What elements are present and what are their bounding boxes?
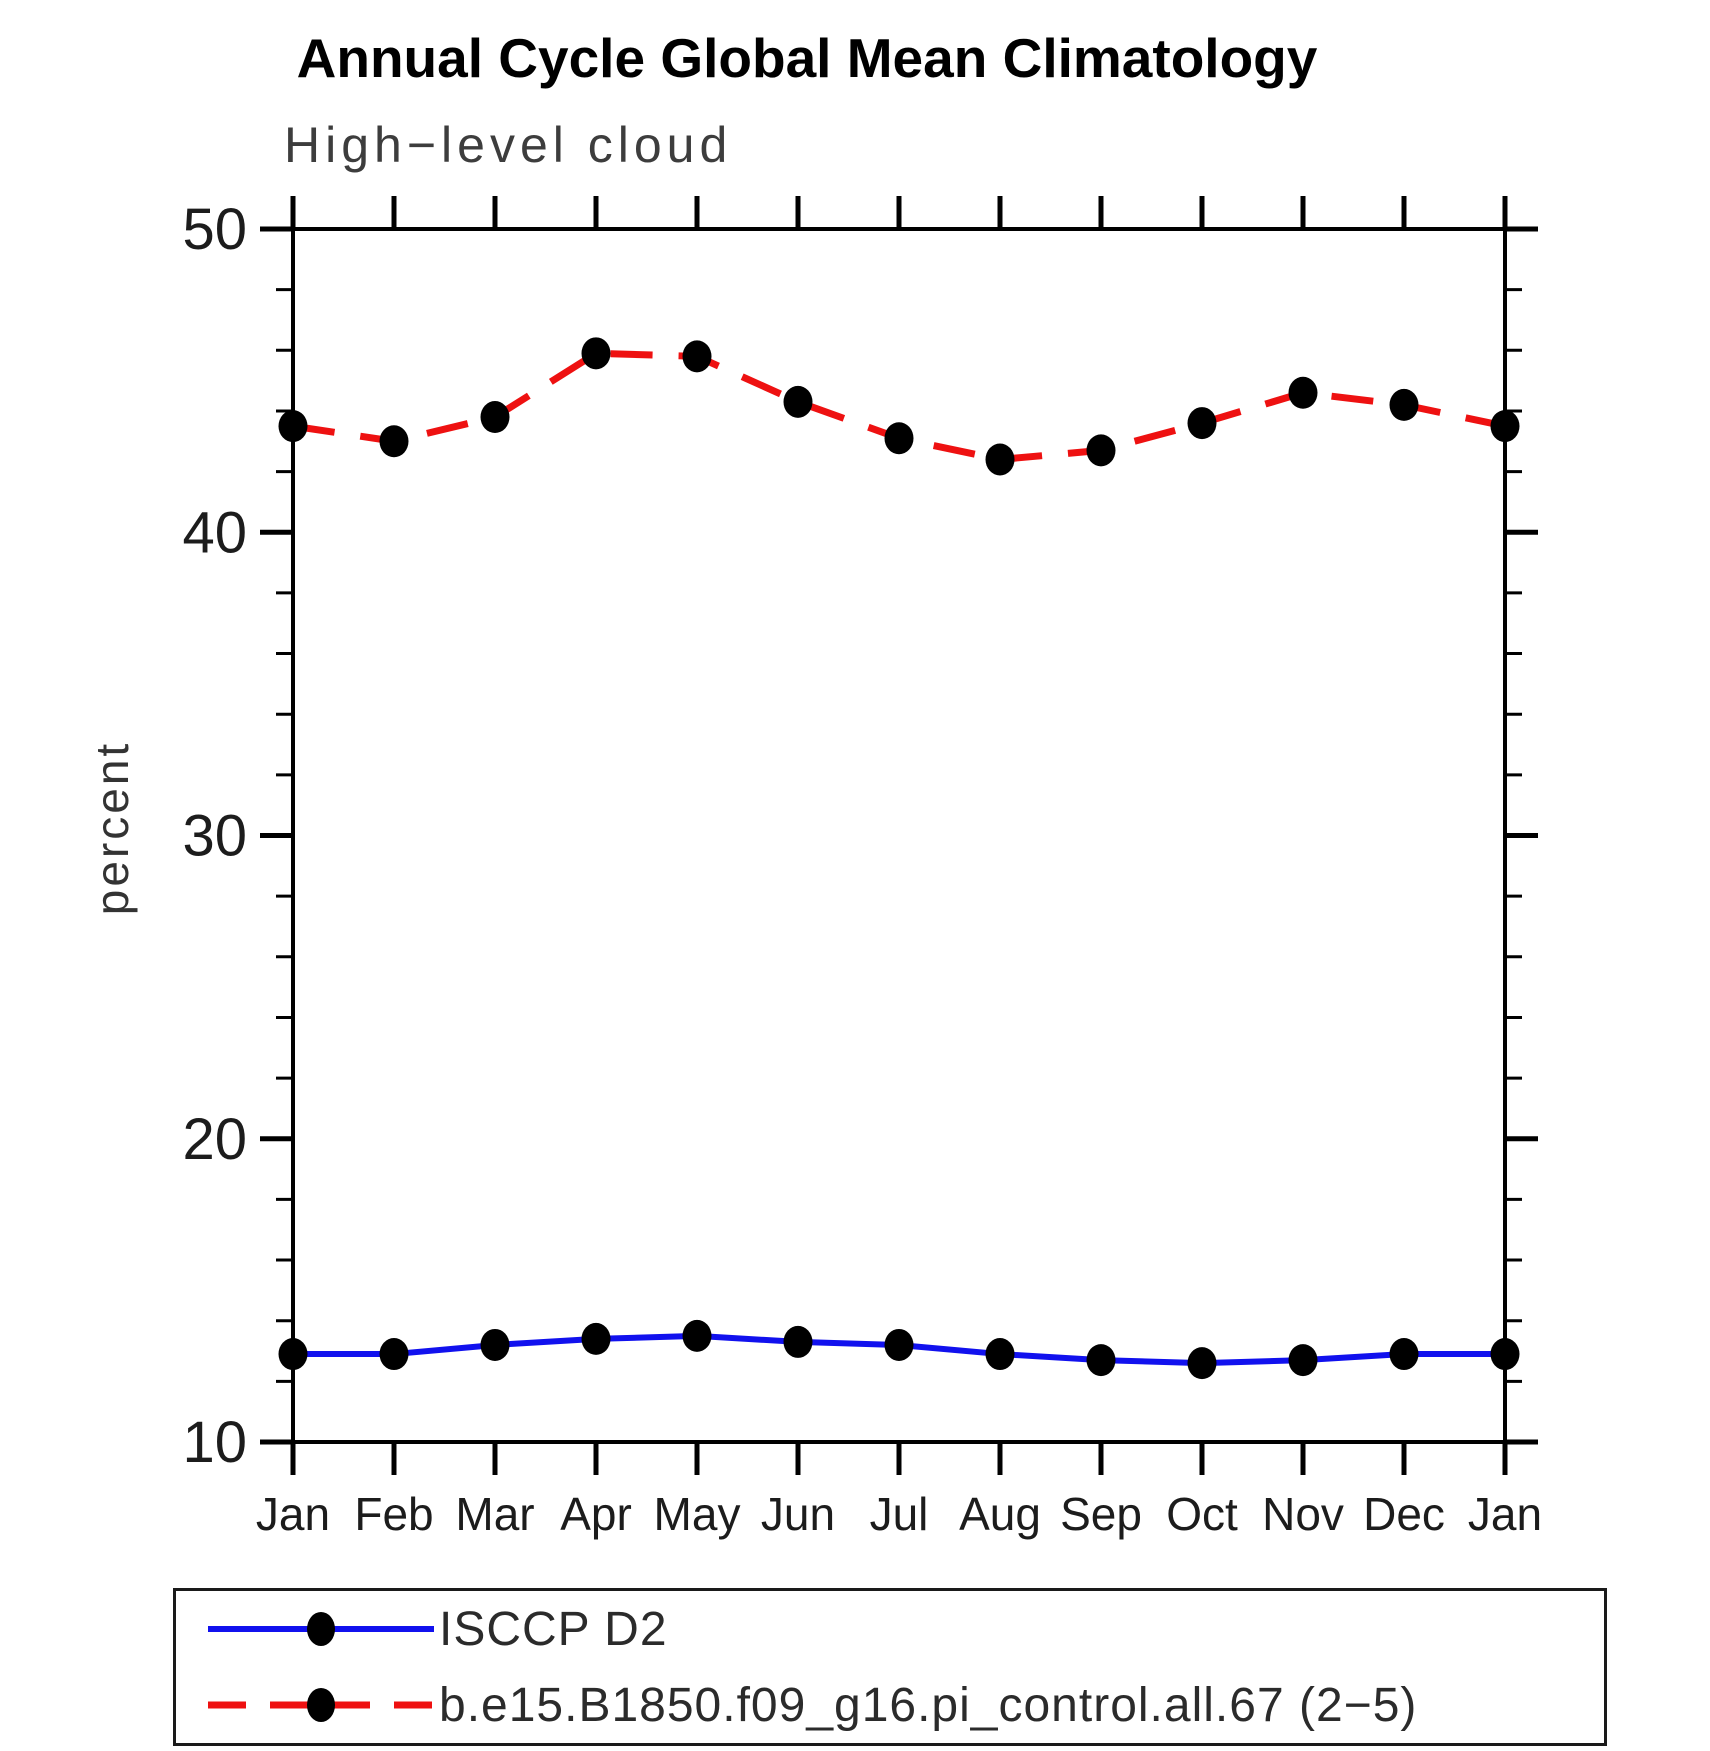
month-label: Jan — [1468, 1488, 1542, 1540]
data-point — [985, 443, 1015, 476]
month-label: Feb — [354, 1488, 433, 1540]
y-tick-label: 50 — [182, 197, 247, 262]
data-point — [1288, 1344, 1318, 1377]
month-label: Sep — [1060, 1488, 1142, 1540]
data-series — [278, 337, 1520, 1380]
month-label: Jun — [761, 1488, 835, 1540]
data-point — [1086, 1344, 1116, 1377]
legend-item-label: ISCCP D2 — [439, 1602, 668, 1656]
data-point — [278, 1338, 308, 1371]
data-point — [682, 1319, 712, 1352]
legend-item-label: b.e15.B1850.f09_g16.pi_control.all.67 (2… — [439, 1678, 1418, 1732]
month-label: May — [654, 1488, 741, 1540]
data-point — [783, 385, 813, 418]
axis-ticks — [260, 196, 1538, 1475]
chart-title: Annual Cycle Global Mean Climatology — [296, 27, 1318, 89]
legend-dashed-line-icon — [208, 1688, 434, 1722]
data-point — [1187, 407, 1217, 440]
data-point — [1389, 1338, 1419, 1371]
data-point — [783, 1325, 813, 1358]
legend-item-model: b.e15.B1850.f09_g16.pi_control.all.67 (2… — [204, 1678, 1604, 1732]
data-point — [884, 1328, 914, 1361]
month-label: Dec — [1363, 1488, 1445, 1540]
y-tick-label: 30 — [182, 804, 247, 869]
y-tick-label: 10 — [182, 1410, 247, 1475]
data-point — [1389, 388, 1419, 421]
month-label: Oct — [1166, 1488, 1238, 1540]
month-label: Aug — [959, 1488, 1041, 1540]
data-point — [581, 1322, 611, 1355]
data-point — [480, 401, 510, 434]
axis-frame — [291, 227, 1507, 1444]
data-point — [682, 340, 712, 373]
month-label: Jan — [256, 1488, 330, 1540]
data-point — [581, 337, 611, 370]
axis-tick-labels: 10 20 30 40 50 Jan Feb Mar Apr May Jun Jul Aug Sep Oct… — [182, 197, 1542, 1540]
legend-box: ISCCP D2 b.e15.B1850.f09_g16.pi_control.… — [173, 1588, 1607, 1746]
data-point — [985, 1338, 1015, 1371]
data-point — [884, 422, 914, 455]
month-label: Nov — [1262, 1488, 1344, 1540]
axis-box — [291, 227, 1507, 1444]
data-point — [1187, 1347, 1217, 1380]
y-tick-label: 40 — [182, 500, 247, 565]
data-point — [480, 1328, 510, 1361]
data-point — [1490, 1338, 1520, 1371]
data-point — [1086, 434, 1116, 467]
month-label: Apr — [560, 1488, 632, 1540]
y-tick-label: 20 — [182, 1107, 247, 1172]
data-point — [1288, 376, 1318, 409]
data-point — [379, 425, 409, 458]
data-point — [278, 410, 308, 443]
data-point — [1490, 410, 1520, 443]
chart-subtitle: High−level cloud — [284, 117, 733, 173]
legend-solid-line-icon — [208, 1612, 434, 1646]
month-label: Mar — [455, 1488, 534, 1540]
month-label: Jul — [870, 1488, 929, 1540]
data-point — [379, 1338, 409, 1371]
legend-item-observation: ISCCP D2 — [204, 1602, 1604, 1656]
